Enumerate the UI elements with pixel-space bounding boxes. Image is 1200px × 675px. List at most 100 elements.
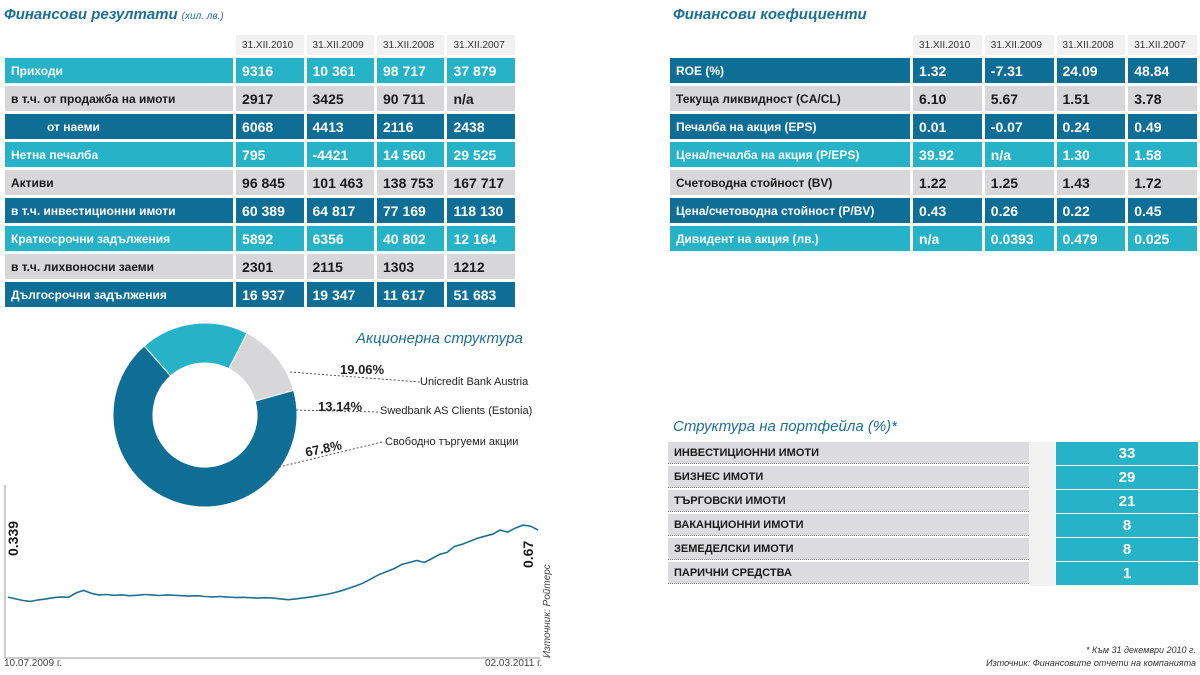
row-value: 0.45 [1128,198,1197,223]
table-row: Дивидент на акция (лв.) n/a 0.0393 0.479 0.0… [670,226,1197,251]
table-row: Приходи 9316 10 361 98 717 37 879 [5,58,515,83]
source-note: Източник: Финансовите отчети на компания… [986,658,1196,668]
row-label: Цена/счетоводна стойност (P/BV) [670,198,911,223]
row-value: 118 130 [447,198,515,223]
row-value: 101 463 [306,170,374,195]
row-label: в т.ч. лихвоносни заеми [5,254,234,279]
price-source: Източник: Ройтерс [542,564,553,658]
row-value: 14 560 [377,142,445,167]
table-row: от наеми 6068 4413 2116 2438 [5,114,515,139]
row-value: 24.09 [1056,58,1126,83]
row-value: 0.0393 [984,226,1054,251]
row-value: 10 361 [306,58,374,83]
footnote: * Към 31 декември 2010 г. [1085,645,1196,655]
row-value: 37 879 [447,58,515,83]
table-row: Нетна печалба 795 -4421 14 560 29 525 [5,142,515,167]
slice-label-swedbank: Swedbank AS Clients (Estonia) [380,405,533,417]
row-value: 16 937 [236,282,304,307]
row-value: n/a [913,226,982,251]
leader-line-unicredit [289,371,421,383]
row-value: 1.32 [913,58,982,83]
header-2009: 31.XII.2009 [984,35,1054,55]
row-value: 11 617 [377,282,445,307]
price-chart [4,485,540,659]
row-value: 138 753 [377,170,445,195]
row-value: 12 164 [447,226,515,251]
row-value: 795 [236,142,304,167]
row-value: 3.78 [1128,86,1197,111]
row-value: -0.07 [984,114,1054,139]
row-label: Печалба на акция (EPS) [670,114,911,139]
row-value: 3425 [306,86,374,111]
portfolio-gap [1029,562,1056,586]
row-value: 167 717 [447,170,515,195]
row-value: 1.43 [1056,170,1126,195]
row-value: 2115 [306,254,374,279]
row-value: 2917 [236,86,304,111]
row-value: 0.24 [1056,114,1126,139]
row-value: 9316 [236,58,304,83]
price-end-value: 0.67 [520,540,536,568]
slice-label-free-float: Свободно търгуеми акции [385,436,519,448]
header-2008: 31.XII.2008 [1056,35,1126,55]
table-row: Активи 96 845 101 463 138 753 167 717 [5,170,515,195]
row-value: 1.72 [1128,170,1197,195]
row-value: 51 683 [447,282,515,307]
results-unit: (хил. лв.) [181,11,224,22]
table-row: Цена/печалба на акция (P/EPS) 39.92 n/a 1.3… [670,142,1197,167]
row-value: -7.31 [984,58,1054,83]
row-value: 64 817 [306,198,374,223]
row-value: 48.84 [1128,58,1197,83]
portfolio-value: 1 [1056,562,1198,586]
portfolio-value: 29 [1056,466,1198,490]
row-value: 2301 [236,254,304,279]
portfolio-label: БИЗНЕС ИМОТИ [668,466,1029,488]
row-value: n/a [984,142,1054,167]
portfolio-gap [1029,538,1056,562]
row-value: 60 389 [236,198,304,223]
portfolio-label: ПАРИЧНИ СРЕДСТВА [668,562,1029,584]
header-2010: 31.XII.2010 [236,35,304,55]
row-value: 19 347 [306,282,374,307]
row-label: Нетна печалба [5,142,234,167]
price-start-date: 10.07.2009 г. [4,658,63,669]
leader-line-swedbank [295,409,379,413]
portfolio-row: БИЗНЕС ИМОТИ 29 [668,466,1198,490]
table-row: Текуща ликвидност (CA/CL) 6.10 5.67 1.51 3.7… [670,86,1197,111]
row-value: 6.10 [913,86,982,111]
row-label: Цена/печалба на акция (P/EPS) [670,142,911,167]
row-value: 0.49 [1128,114,1197,139]
row-label: Краткосрочни задължения [5,226,234,251]
ratios-table: 31.XII.2010 31.XII.2009 31.XII.2008 31.X… [667,32,1200,254]
price-axes [4,485,540,659]
row-value: 96 845 [236,170,304,195]
slice-pct-swedbank: 13.14% [318,399,363,414]
row-label: Дивидент на акция (лв.) [670,226,911,251]
row-value: 0.01 [913,114,982,139]
results-table: 31.XII.2010 31.XII.2009 31.XII.2008 31.X… [2,32,518,310]
portfolio-label: ТЪРГОВСКИ ИМОТИ [668,490,1029,512]
row-value: 39.92 [913,142,982,167]
portfolio-table: ИНВЕСТИЦИОННИ ИМОТИ 33 БИЗНЕС ИМОТИ 29 ТЪРГО… [668,442,1198,586]
row-value: 4413 [306,114,374,139]
row-value: 98 717 [377,58,445,83]
row-label: Приходи [5,58,234,83]
portfolio-gap [1029,514,1056,538]
table-row: в т.ч. от продажба на имоти 2917 3425 90 71… [5,86,515,111]
results-title-text: Финансови резултати [4,6,178,23]
row-value: 0.26 [984,198,1054,223]
table-row: Цена/счетоводна стойност (P/BV) 0.43 0.26 0… [670,198,1197,223]
price-start-value: 0.339 [5,520,21,556]
portfolio-gap [1029,466,1056,490]
portfolio-label: ЗЕМЕДЕЛСКИ ИМОТИ [668,538,1029,560]
portfolio-value: 33 [1056,442,1198,466]
table-row: в т.ч. лихвоносни заеми 2301 2115 1303 1212 [5,254,515,279]
table-row: ROE (%) 1.32 -7.31 24.09 48.84 [670,58,1197,83]
row-value: 77 169 [377,198,445,223]
row-value: 1212 [447,254,515,279]
portfolio-label: ИНВЕСТИЦИОННИ ИМОТИ [668,442,1029,464]
header-blank [670,35,910,55]
row-value: 0.22 [1056,198,1126,223]
row-value: 1.25 [984,170,1054,195]
price-line [7,524,539,603]
